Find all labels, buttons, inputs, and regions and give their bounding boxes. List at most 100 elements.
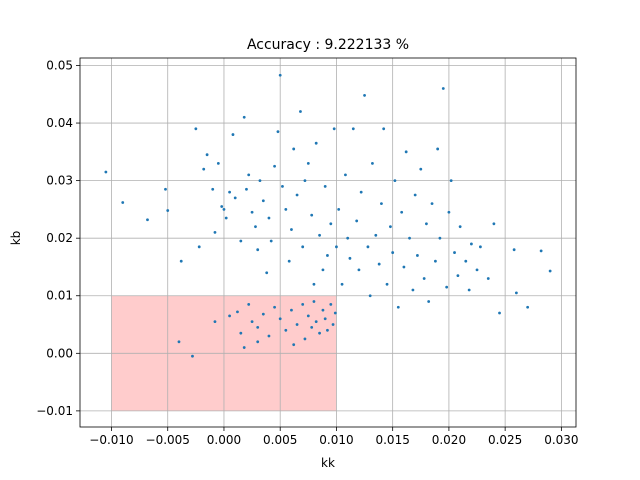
- data-point: [254, 225, 257, 229]
- data-point: [498, 311, 501, 315]
- data-point: [441, 87, 445, 90]
- data-point: [449, 179, 453, 183]
- data-point: [301, 302, 305, 306]
- data-point: [436, 147, 440, 151]
- x-tick-label: −0.005: [146, 433, 190, 447]
- data-point: [295, 193, 299, 197]
- data-point: [380, 202, 383, 206]
- data-point: [344, 173, 347, 177]
- data-point: [256, 340, 260, 344]
- data-point: [242, 346, 246, 349]
- data-point: [512, 248, 516, 252]
- y-tick-label: 0.05: [46, 58, 73, 72]
- data-point: [250, 320, 254, 324]
- data-point: [526, 305, 530, 309]
- y-tick-label: 0.01: [46, 289, 73, 303]
- data-point: [337, 207, 341, 211]
- data-point: [445, 285, 449, 289]
- data-point: [166, 209, 170, 212]
- x-tick-label: 0.010: [319, 433, 353, 447]
- data-point: [318, 331, 321, 335]
- data-point: [104, 170, 108, 174]
- data-point: [475, 268, 479, 272]
- data-point: [245, 187, 248, 191]
- data-point: [382, 127, 386, 131]
- data-point: [256, 326, 260, 329]
- x-tick-label: 0.015: [375, 433, 409, 447]
- data-point: [434, 259, 437, 263]
- data-point: [220, 205, 224, 208]
- x-tick-label: 0.030: [544, 433, 578, 447]
- data-point: [239, 239, 243, 243]
- data-point: [265, 271, 269, 275]
- data-point: [242, 115, 246, 119]
- data-point: [239, 331, 243, 335]
- data-point: [374, 233, 378, 237]
- data-point: [464, 259, 468, 263]
- data-point: [427, 300, 431, 303]
- data-point: [333, 311, 337, 315]
- data-point: [273, 164, 276, 168]
- data-point: [351, 127, 355, 131]
- data-point: [430, 202, 434, 206]
- data-point: [303, 337, 307, 341]
- data-point: [321, 308, 325, 312]
- data-point: [267, 334, 271, 338]
- data-point: [400, 210, 404, 214]
- data-point: [363, 94, 366, 97]
- data-point: [233, 196, 237, 200]
- data-point: [371, 161, 374, 165]
- data-point: [284, 328, 288, 332]
- data-point: [213, 320, 217, 324]
- data-point: [211, 187, 215, 191]
- data-point: [284, 207, 288, 211]
- y-axis-label: kb: [9, 231, 23, 246]
- data-point: [164, 187, 167, 191]
- data-point: [456, 274, 460, 278]
- data-point: [422, 277, 426, 280]
- data-point: [411, 288, 415, 292]
- plot-area: −0.010 −0.005 0.000 0.005 0.010 0.015 0.020 0.0…: [36, 57, 579, 447]
- data-point: [335, 245, 338, 249]
- data-point: [470, 242, 473, 246]
- data-point: [222, 207, 226, 211]
- data-point: [236, 310, 239, 314]
- data-point: [228, 190, 231, 194]
- x-tick-label: 0.020: [432, 433, 466, 447]
- data-point: [301, 245, 305, 249]
- data-point: [416, 254, 419, 257]
- data-point: [404, 150, 408, 154]
- data-point: [321, 268, 325, 272]
- data-point: [267, 216, 271, 220]
- y-tick-label: 0.03: [46, 174, 73, 188]
- data-point: [292, 147, 296, 151]
- data-point: [216, 161, 220, 165]
- data-point: [393, 179, 397, 183]
- data-point: [329, 302, 333, 306]
- data-point: [467, 288, 471, 292]
- data-point: [276, 130, 280, 134]
- data-point: [202, 167, 206, 171]
- data-point: [269, 239, 273, 243]
- data-point: [453, 251, 456, 254]
- data-point: [290, 308, 293, 312]
- y-tick-label: −0.01: [36, 404, 73, 418]
- data-point: [247, 173, 251, 177]
- data-point: [329, 222, 333, 226]
- x-tick-label: 0.025: [488, 433, 522, 447]
- data-point: [261, 199, 265, 203]
- data-point: [323, 317, 327, 321]
- x-tick-label: −0.010: [89, 433, 133, 447]
- data-point: [179, 259, 183, 263]
- axes-frame: [79, 57, 577, 428]
- data-point: [287, 259, 291, 263]
- data-point: [408, 236, 411, 240]
- data-point: [306, 161, 310, 165]
- data-point: [250, 210, 254, 214]
- data-point: [346, 236, 350, 240]
- data-point: [357, 268, 361, 272]
- data-point: [514, 291, 518, 295]
- data-point: [312, 282, 316, 286]
- data-point: [340, 282, 344, 286]
